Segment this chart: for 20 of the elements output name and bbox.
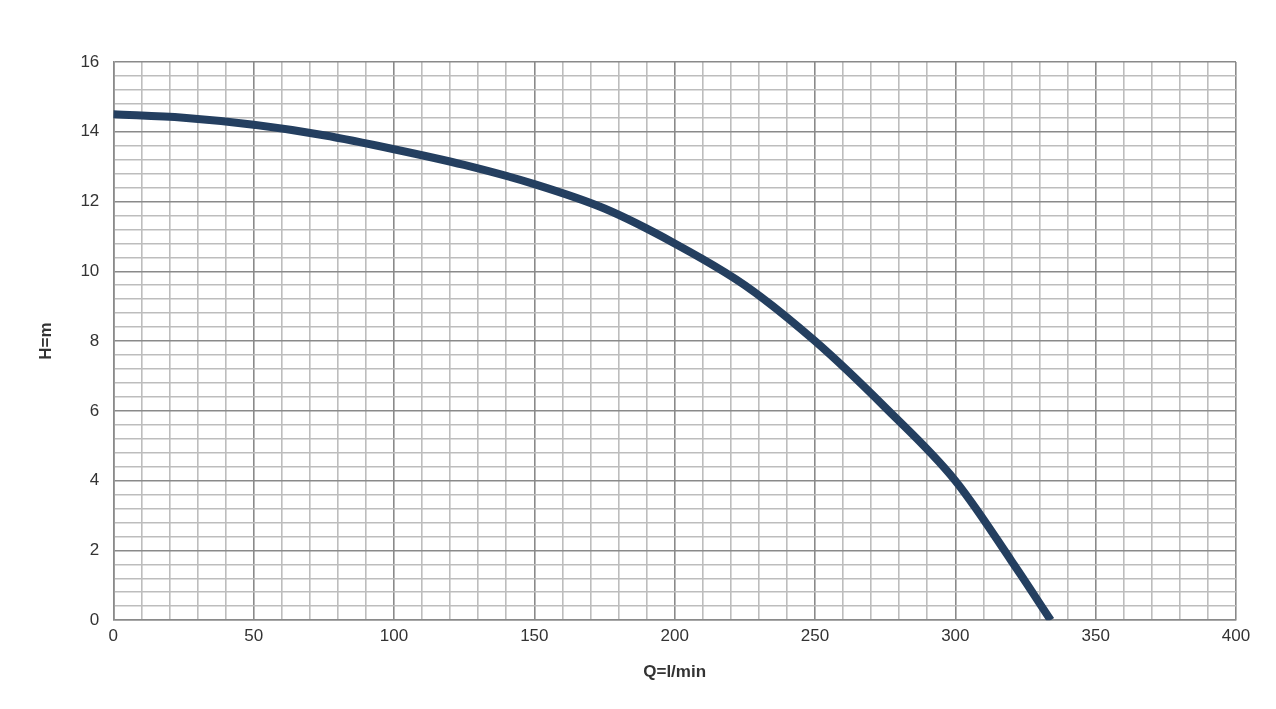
x-tick-label: 350 [1081, 626, 1110, 646]
x-tick-label: 0 [108, 626, 119, 646]
x-tick-label: 200 [660, 626, 689, 646]
y-axis-title: H=m [35, 322, 55, 360]
y-tick-label: 10 [80, 261, 100, 281]
x-tick-label: 400 [1221, 626, 1251, 646]
y-tick-label: 0 [89, 609, 100, 629]
x-axis-title: Q=l/min [643, 662, 707, 682]
y-tick-label: 2 [89, 540, 100, 560]
y-tick-label: 4 [89, 470, 100, 490]
y-tick-label: 14 [80, 121, 100, 141]
y-tick-label: 16 [80, 51, 100, 71]
x-tick-label: 300 [941, 626, 970, 646]
y-tick-label: 12 [80, 191, 100, 211]
y-tick-label: 6 [89, 400, 100, 420]
x-tick-label: 150 [520, 626, 549, 646]
x-tick-label: 250 [800, 626, 830, 646]
y-tick-label: 8 [89, 330, 100, 350]
x-tick-label: 100 [379, 626, 409, 646]
x-tick-label: 50 [244, 626, 264, 646]
